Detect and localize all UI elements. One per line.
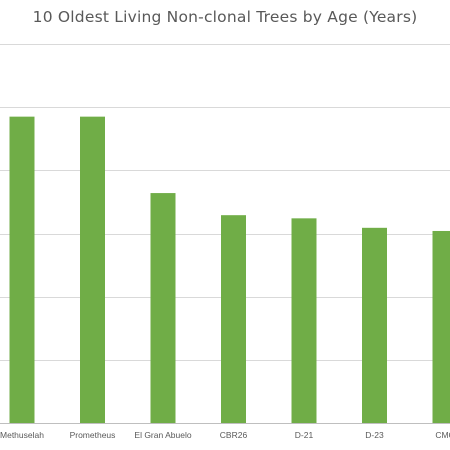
category-label: CBR26 [220, 430, 248, 440]
bar-cbr26 [221, 215, 246, 423]
bar-prometheus [80, 116, 105, 424]
chart-title: 10 Oldest Living Non-clonal Trees by Age… [32, 8, 418, 26]
category-labels: Methuselah Prometheus El Gran Abuelo CBR26 D… [0, 430, 450, 440]
category-label: Methuselah [0, 430, 44, 440]
bar-methuselah [9, 116, 35, 424]
bar-d-21 [291, 218, 317, 423]
bar-d-23 [362, 227, 387, 423]
bar-cmc [432, 230, 450, 423]
category-label: D-21 [295, 430, 314, 440]
bars [9, 116, 450, 424]
category-label: El Gran Abuelo [134, 430, 191, 440]
bar-el-gran-abuelo [150, 193, 176, 423]
category-label: D-23 [365, 430, 384, 440]
category-label: Prometheus [70, 430, 116, 440]
category-label: CMC [435, 430, 450, 440]
